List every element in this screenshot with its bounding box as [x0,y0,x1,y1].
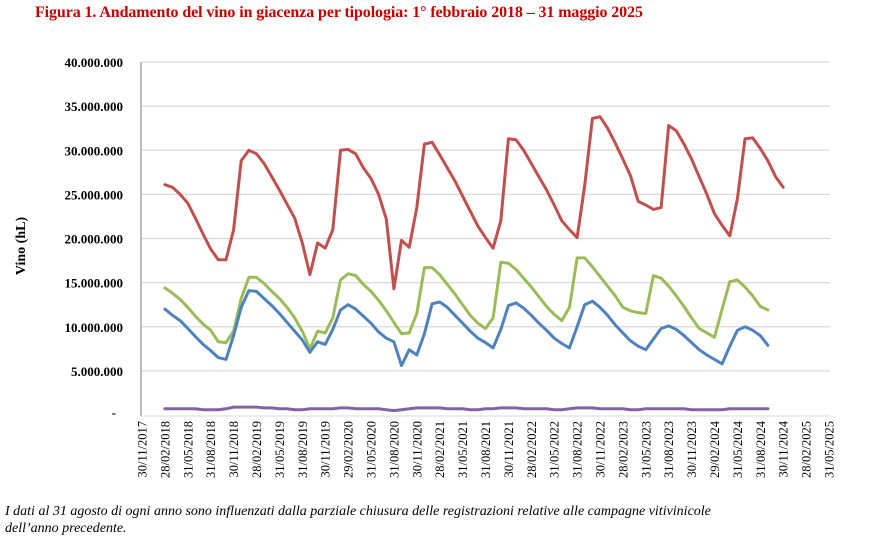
x-tick-label: 31/08/2021 [479,421,493,478]
x-tick-label: 31/05/2020 [365,421,379,478]
footnote-line-2: dell’anno precedente. [5,521,127,536]
figure-title: Figura 1. Andamento del vino in giacenza… [35,4,643,21]
x-tick-label: 31/05/2024 [731,420,745,478]
footnote: I dati al 31 agosto di ogni anno sono in… [5,503,865,537]
x-tick-label: 28/02/2025 [800,421,814,478]
axes [140,62,830,417]
x-tick-label: 31/08/2023 [662,421,676,478]
x-tick-label: 30/11/2022 [594,421,608,477]
x-tick-label: 29/02/2020 [342,421,356,478]
footnote-line-1: I dati al 31 agosto di ogni anno sono in… [5,504,711,519]
x-tick-label: 29/02/2024 [708,420,722,478]
x-tick-label: 31/08/2019 [296,421,310,478]
x-tick-label: 31/05/2021 [456,421,470,478]
x-tick-label: 28/02/2022 [525,421,539,478]
x-tick-label: 31/05/2019 [273,421,287,478]
x-tick-label: 31/05/2022 [548,421,562,478]
y-tick-label: 35.000.000 [65,99,124,114]
x-tick-label: 30/11/2018 [227,421,241,477]
y-tick-label: 20.000.000 [65,232,124,247]
y-tick-label: 40.000.000 [65,55,124,70]
x-tick-label: 30/11/2024 [777,420,791,477]
series-lines [163,115,785,413]
y-tick-label: 10.000.000 [65,320,124,335]
y-tick-label: 5.000.000 [71,364,123,379]
x-tick-label: 28/02/2018 [158,421,172,478]
y-tick-label: 30.000.000 [65,143,124,158]
x-tick-label: 31/05/2025 [823,421,837,478]
x-tick-label: 31/08/2020 [387,421,401,478]
x-tick-label: 28/02/2021 [433,421,447,478]
y-axis-ticks: - 5.000.000 10.000.000 15.000.000 20.000.000… [65,55,124,420]
series-line-purple [163,405,770,413]
x-tick-label: 31/08/2018 [204,421,218,478]
x-tick-label: 31/05/2023 [639,421,653,478]
x-tick-label: 30/11/2017 [136,421,150,477]
series-line-red [163,115,785,291]
x-tick-label: 31/05/2018 [181,421,195,478]
x-axis-ticks: 30/11/2017 28/02/2018 31/05/2018 31/08/2018… [136,420,837,478]
y-tick-label: 25.000.000 [65,187,124,202]
x-tick-label: 28/02/2019 [250,421,264,478]
x-tick-label: 28/02/2023 [616,421,630,478]
y-tick-label: - [112,405,116,420]
x-tick-label: 31/08/2022 [571,421,585,478]
x-tick-label: 30/11/2020 [410,421,424,477]
series-line-green [163,256,770,351]
line-chart: - 5.000.000 10.000.000 15.000.000 20.000.000… [65,55,837,478]
x-tick-label: 30/11/2019 [319,421,333,477]
x-tick-label: 30/11/2021 [502,421,516,477]
x-tick-label: 30/11/2023 [685,421,699,477]
y-tick-label: 15.000.000 [65,276,124,291]
x-tick-label: 31/08/2024 [754,420,768,478]
series-line-blue [163,289,770,368]
gridlines [142,61,830,372]
